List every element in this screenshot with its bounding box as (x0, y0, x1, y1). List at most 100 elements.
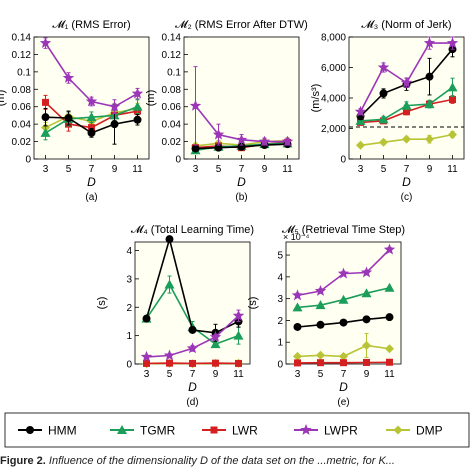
x-tick-label: 9 (364, 369, 370, 380)
data-point (340, 359, 347, 366)
x-axis-label: D (339, 380, 348, 394)
data-point (363, 315, 371, 323)
y-tick-label: 0.04 (12, 120, 32, 131)
data-point (386, 359, 393, 366)
y-tick-label: 0.14 (12, 33, 32, 44)
y-tick-label: 0.06 (162, 102, 182, 113)
x-tick-label: 3 (295, 369, 301, 380)
x-tick-label: 5 (381, 164, 387, 175)
legend-label: LWR (232, 424, 258, 438)
figure-canvas: 𝓜₁ (RMS Error)00.020.040.060.080.10.120.… (0, 0, 474, 455)
y-tick-label: 0.06 (12, 102, 32, 113)
y-tick-label: 0.04 (162, 120, 182, 131)
data-point (294, 359, 301, 366)
data-point (166, 235, 174, 243)
x-tick-label: 11 (384, 369, 395, 380)
legend: HMM TGMR LWR LWPR DMP (5, 413, 469, 447)
legend-label: TGMR (140, 424, 176, 438)
y-tick-label: 5 (277, 251, 283, 262)
y-axis-label: (m) (145, 90, 157, 107)
x-tick-label: 5 (167, 369, 173, 380)
y-tick-label: 0.12 (162, 50, 182, 61)
x-axis-label: D (87, 175, 96, 189)
data-point (212, 360, 219, 367)
y-tick-label: 0.02 (12, 137, 32, 148)
x-tick-label: 3 (193, 164, 199, 175)
panel-2: 𝓜₂ (RMS Error After DTW)00.020.040.060.0… (145, 19, 308, 203)
panel-title: 𝓜₂ (RMS Error After DTW) (175, 19, 308, 31)
panel-sublabel: (a) (85, 192, 97, 203)
panel-sublabel: (e) (337, 397, 349, 408)
y-tick-label: 2 (277, 316, 283, 327)
panel-title: 𝓜₃ (Norm of Jerk) (361, 19, 451, 31)
data-point (192, 145, 200, 153)
caption-text: Influence of the dimensionality D of the… (49, 455, 395, 467)
y-tick-label: 0.02 (162, 137, 182, 148)
y-axis-label: (s) (96, 297, 108, 310)
data-point (42, 99, 49, 106)
y-tick-label: 4 (126, 246, 132, 257)
y-tick-label: 8,000 (321, 33, 346, 44)
x-tick-label: 5 (216, 164, 222, 175)
x-tick-label: 11 (447, 164, 458, 175)
data-point (449, 96, 456, 103)
x-tick-label: 11 (282, 164, 293, 175)
x-tick-label: 7 (190, 369, 196, 380)
panels: 𝓜₁ (RMS Error)00.020.040.060.080.10.120.… (0, 19, 464, 408)
x-tick-label: 9 (427, 164, 433, 175)
panel-3: 𝓜₃ (Norm of Jerk) 0 2,000 4,000 6,000 8,000 3 5… (310, 19, 464, 203)
x-axis-label: D (402, 175, 411, 189)
y-tick-label: 4 (277, 272, 283, 283)
data-point (189, 360, 196, 367)
y-tick-label: 0.14 (162, 33, 182, 44)
data-point (143, 315, 151, 323)
x-tick-label: 11 (132, 164, 143, 175)
data-point (317, 359, 324, 366)
y-tick-label: 4,000 (321, 94, 346, 105)
panel-title: 𝓜₄ (Total Learning Time) (131, 224, 254, 236)
panel-sublabel: (c) (401, 192, 413, 203)
x-axis-label: D (237, 175, 246, 189)
y-tick-label: 1 (277, 338, 283, 349)
y-axis-label: (m/s³) (310, 84, 322, 113)
data-point (363, 359, 370, 366)
data-point (235, 360, 242, 367)
y-tick-label: 0.12 (12, 50, 32, 61)
panel-1: 𝓜₁ (RMS Error)00.020.040.060.080.10.120.… (0, 19, 149, 203)
panel-title: 𝓜₁ (RMS Error) (52, 19, 130, 31)
y-tick-label: 1 (126, 331, 132, 342)
x-tick-label: 3 (43, 164, 49, 175)
data-point (380, 89, 388, 97)
y-tick-label: 3 (126, 274, 132, 285)
y-tick-label: 0 (277, 360, 283, 371)
legend-label: LWPR (324, 424, 358, 438)
data-point (294, 323, 302, 331)
data-point (42, 113, 50, 121)
data-point (65, 114, 73, 122)
y-tick-label: 6,000 (321, 63, 346, 74)
legend-label: DMP (416, 424, 443, 438)
y-tick-label: 0 (340, 155, 346, 166)
y-tick-label: 2,000 (321, 124, 346, 135)
x-tick-label: 5 (66, 164, 72, 175)
data-point (166, 360, 173, 367)
legend-label: HMM (48, 424, 77, 438)
y-tick-label: 3 (277, 294, 283, 305)
x-tick-label: 9 (112, 164, 118, 175)
figure-caption: Figure 2. Influence of the dimensionalit… (0, 455, 395, 467)
x-tick-label: 7 (341, 369, 347, 380)
x-axis-label: D (188, 380, 197, 394)
x-tick-label: 7 (239, 164, 245, 175)
y-tick-label: 0.1 (167, 67, 181, 78)
data-point (88, 129, 96, 137)
y-axis-label: (m) (0, 90, 7, 107)
caption-lead: Figure 2. (0, 455, 46, 467)
data-point (134, 116, 142, 124)
y-tick-label: 0 (126, 360, 132, 371)
panel-sublabel: (d) (186, 397, 198, 408)
data-point (426, 73, 434, 81)
panel-sublabel: (b) (235, 192, 247, 203)
data-point (340, 319, 348, 327)
x-tick-label: 3 (358, 164, 364, 175)
